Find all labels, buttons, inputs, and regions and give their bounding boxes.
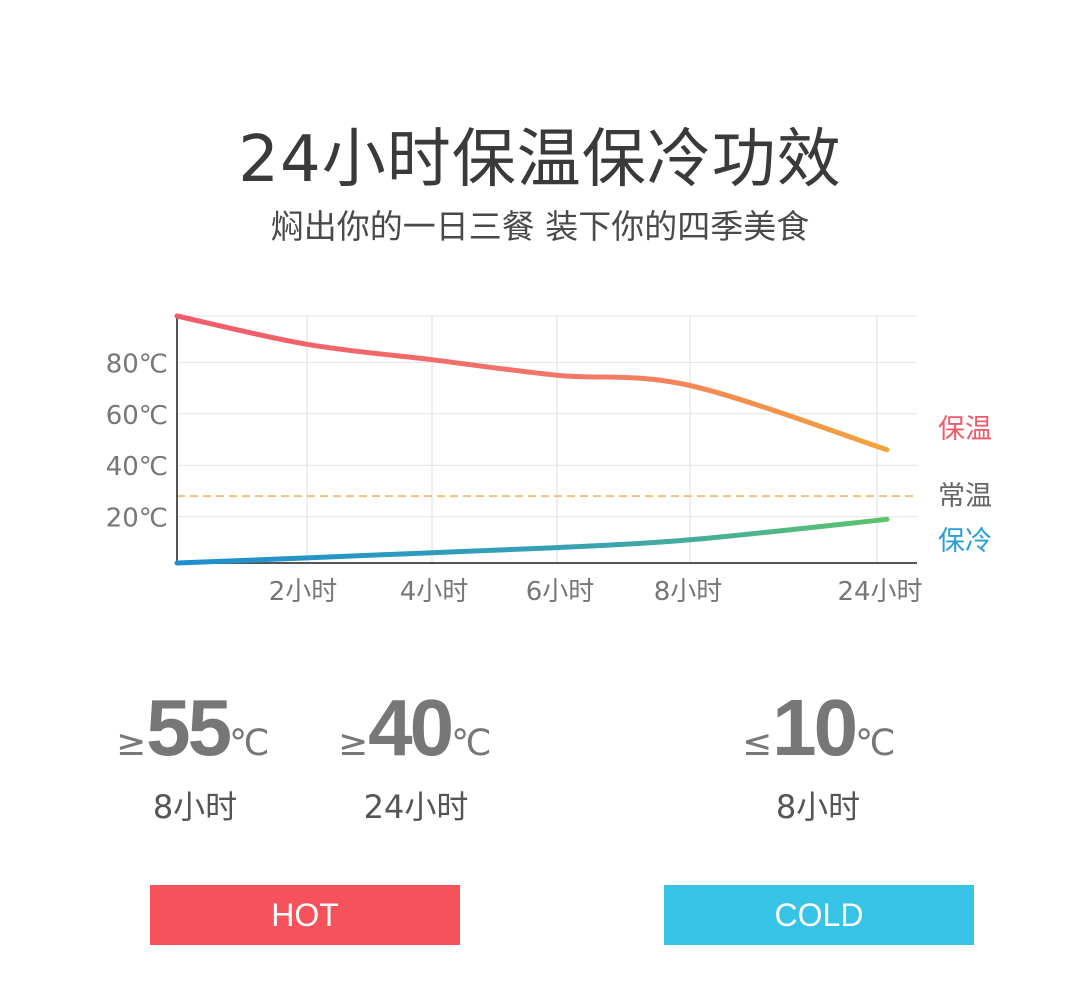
comparator: ≥ [116, 723, 147, 764]
y-tick-label: 80℃ [106, 349, 168, 379]
series-line-cold [174, 516, 890, 566]
stat-duration: 8小时 [152, 788, 238, 826]
stat-value: 40 [368, 683, 454, 772]
hot-tag: HOT [150, 885, 460, 945]
stat-unit: ℃ [855, 723, 896, 764]
stat-value: 55 [146, 683, 232, 772]
comparator: ≤ [742, 723, 773, 764]
x-tick-label: 2小时 [269, 577, 338, 607]
series-label-hot: 保温 [938, 414, 992, 445]
stat-unit: ℃ [229, 723, 270, 764]
cold-tag: COLD [664, 885, 974, 945]
series-line-hot [174, 313, 890, 453]
stat-duration: 8小时 [775, 788, 861, 826]
series-label-room-temp: 常温 [938, 481, 992, 512]
comparator: ≥ [338, 723, 369, 764]
series-label-cold: 保冷 [938, 526, 992, 557]
stat-cold-8h: ≤10℃ [742, 682, 1042, 774]
page-subtitle: 焖出你的一日三餐 装下你的四季美食 [270, 207, 810, 246]
x-tick-label: 8小时 [654, 577, 723, 607]
y-tick-label: 40℃ [106, 452, 168, 482]
x-tick-label: 24小时 [837, 577, 922, 607]
x-tick-label: 6小时 [526, 577, 595, 607]
stat-hot-8h: ≥55℃ [116, 682, 416, 774]
y-tick-label: 20℃ [106, 504, 168, 534]
stat-value: 10 [772, 683, 858, 772]
stat-unit: ℃ [451, 723, 492, 764]
stat-hot-24h: ≥40℃ [338, 682, 638, 774]
x-tick-label: 4小时 [400, 577, 469, 607]
stat-duration: 24小时 [363, 788, 469, 826]
y-tick-label: 60℃ [106, 401, 168, 431]
page-title: 24小时保温保冷功效 [238, 123, 842, 197]
